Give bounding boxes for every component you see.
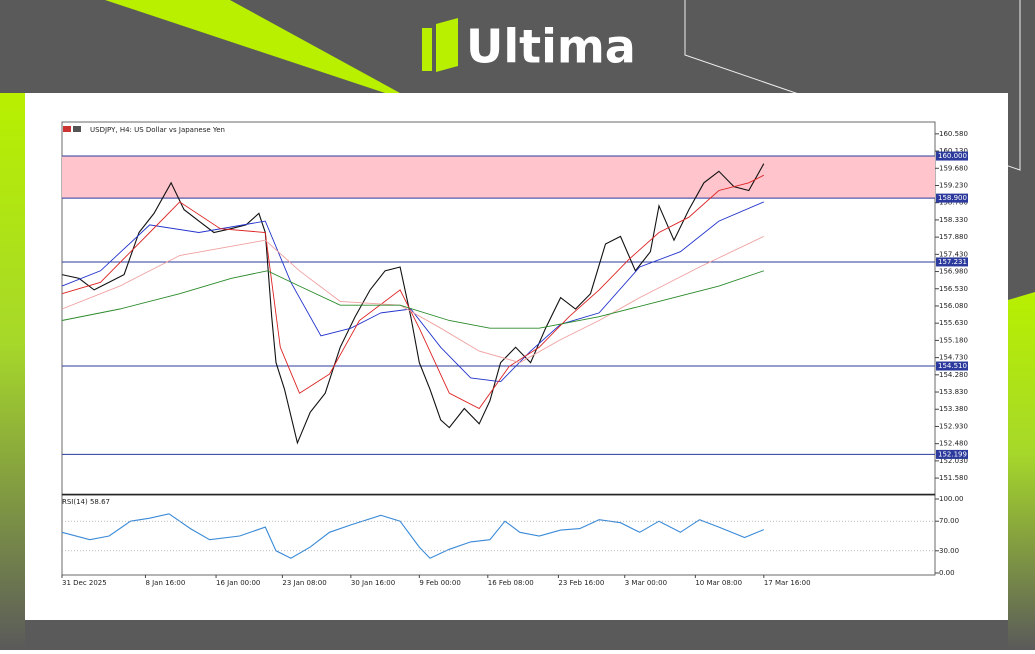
level-label-box [936, 193, 968, 203]
level-label: 160.000 [938, 152, 967, 160]
series-line [61, 235, 764, 364]
y-tick-label: 151.580 [939, 474, 968, 482]
y-tick-label: 154.280 [939, 371, 968, 379]
y-tick-label: 160.130 [939, 147, 968, 155]
x-tick-label: 10 Mar 08:00 [695, 579, 742, 587]
y-tick-label: 156.980 [939, 268, 968, 276]
y-tick-label: 159.230 [939, 181, 968, 189]
symbol-icon [73, 126, 81, 132]
y-tick-label: 158.780 [939, 199, 968, 207]
y-tick-label: 155.630 [939, 319, 968, 327]
x-tick-label: 23 Feb 16:00 [558, 579, 604, 587]
level-label-box [936, 449, 968, 459]
y-tick-label: 157.880 [939, 233, 968, 241]
x-tick-label: 9 Feb 00:00 [419, 579, 460, 587]
x-tick-label: 30 Jan 16:00 [351, 579, 395, 587]
y-tick-label: 30.00 [939, 547, 959, 555]
level-label-box [936, 257, 968, 267]
series-line [61, 201, 764, 383]
y-tick-label: 0.00 [939, 569, 955, 577]
accent-shape [0, 93, 25, 650]
y-tick-label: 152.480 [939, 440, 968, 448]
y-tick-label: 100.00 [939, 495, 964, 503]
symbol-icon [63, 126, 71, 132]
logo-icon [436, 18, 458, 72]
x-tick-label: 17 Mar 16:00 [764, 579, 811, 587]
logo-icon [422, 28, 432, 71]
series-line [61, 513, 765, 559]
chart-title: USDJPY, H4: US Dollar vs Japanese Yen [90, 126, 225, 134]
level-label-box [936, 361, 968, 371]
x-tick-label: 3 Mar 00:00 [625, 579, 667, 587]
rsi-title: RSI(14) 58.67 [62, 498, 110, 506]
accent-shape [1008, 292, 1035, 650]
y-tick-label: 152.930 [939, 422, 968, 430]
y-tick-label: 152.030 [939, 457, 968, 465]
x-tick-label: 16 Jan 00:00 [216, 579, 260, 587]
zone [62, 156, 935, 199]
y-tick-label: 154.730 [939, 354, 968, 362]
y-tick-label: 156.530 [939, 285, 968, 293]
level-label: 157.231 [938, 258, 967, 266]
y-tick-label: 155.180 [939, 336, 968, 344]
series-line [61, 163, 765, 445]
x-tick-label: 8 Jan 16:00 [145, 579, 185, 587]
y-tick-label: 160.580 [939, 130, 968, 138]
series-line [61, 174, 765, 410]
y-tick-label: 70.00 [939, 517, 959, 525]
y-tick-label: 156.080 [939, 302, 968, 310]
x-tick-label: 31 Dec 2025 [62, 579, 107, 587]
series-line [61, 270, 764, 329]
level-label: 158.900 [938, 194, 967, 202]
x-tick-label: 23 Jan 08:00 [282, 579, 326, 587]
y-tick-label: 157.430 [939, 250, 968, 258]
y-tick-label: 159.680 [939, 164, 968, 172]
logo-text: Ultima [466, 20, 636, 74]
level-label: 152.199 [938, 450, 967, 458]
y-tick-label: 153.380 [939, 405, 968, 413]
y-tick-label: 158.330 [939, 216, 968, 224]
level-label: 154.510 [938, 362, 967, 370]
y-tick-label: 153.830 [939, 388, 968, 396]
x-tick-label: 16 Feb 08:00 [488, 579, 534, 587]
rsi-frame [61, 494, 936, 576]
level-label-box [936, 151, 968, 161]
